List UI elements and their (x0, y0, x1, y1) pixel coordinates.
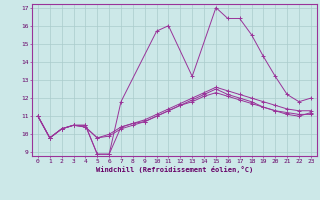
X-axis label: Windchill (Refroidissement éolien,°C): Windchill (Refroidissement éolien,°C) (96, 166, 253, 173)
